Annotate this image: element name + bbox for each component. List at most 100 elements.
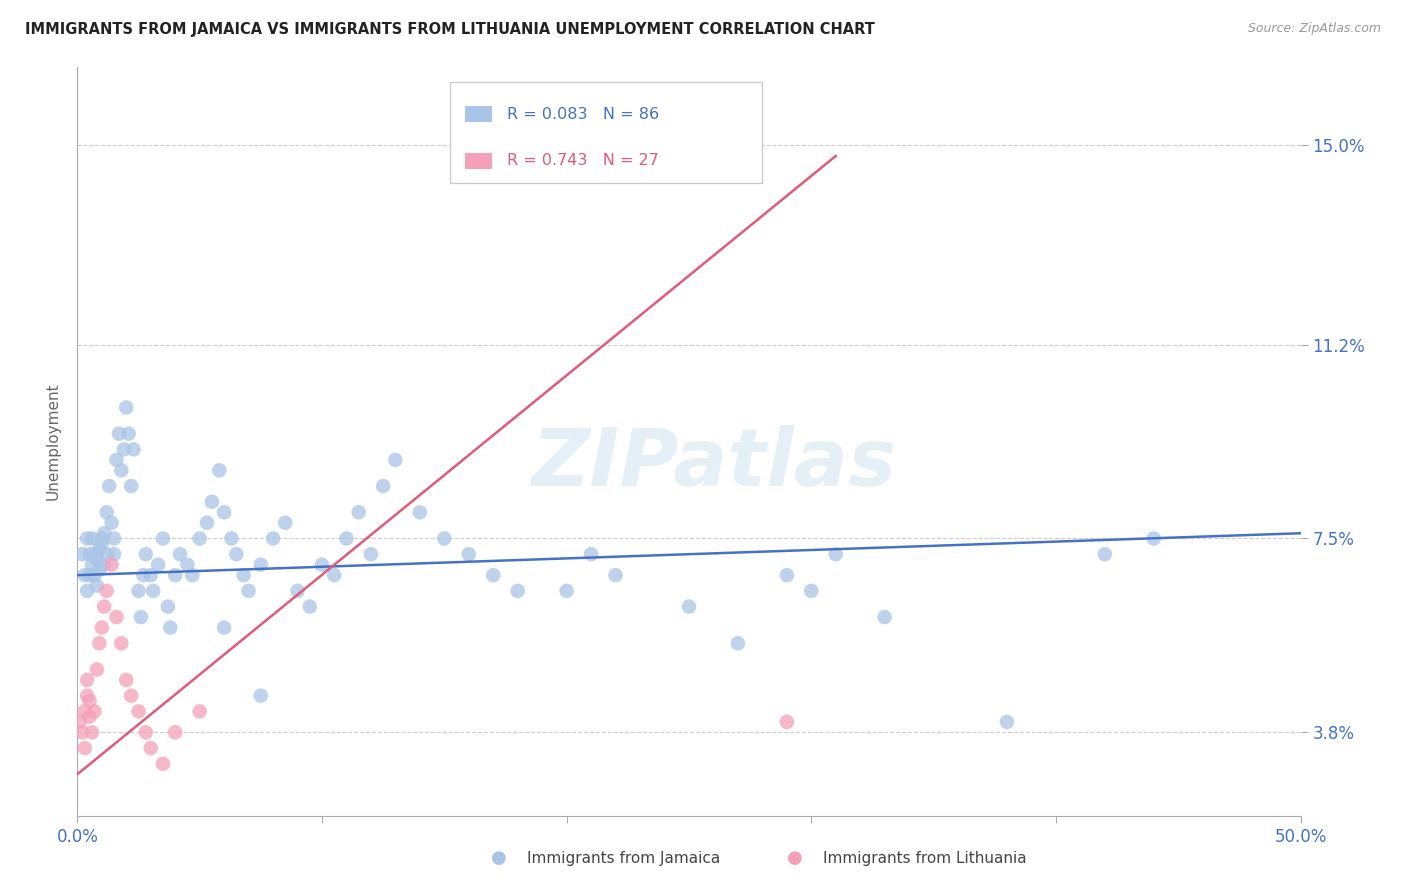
Point — [181, 568, 204, 582]
Point — [90, 537, 112, 551]
Text: Immigrants from Jamaica: Immigrants from Jamaica — [527, 851, 720, 865]
Text: ●: ● — [491, 849, 508, 867]
Point — [776, 714, 799, 729]
Point — [105, 610, 128, 624]
Point — [800, 583, 823, 598]
Point — [212, 621, 235, 635]
Point — [384, 453, 406, 467]
Point — [80, 558, 103, 572]
Point — [79, 709, 101, 723]
Point — [139, 568, 162, 582]
Point — [70, 547, 93, 561]
Y-axis label: Unemployment: Unemployment — [45, 383, 60, 500]
Point — [605, 568, 627, 582]
Point — [108, 426, 131, 441]
Point — [100, 558, 122, 572]
Point — [118, 426, 141, 441]
Point — [86, 552, 108, 566]
Point — [83, 705, 105, 719]
Text: ZIPatlas: ZIPatlas — [531, 425, 896, 503]
Point — [238, 583, 260, 598]
Point — [96, 547, 118, 561]
Point — [76, 673, 98, 687]
Point — [360, 547, 382, 561]
Point — [122, 442, 145, 457]
Point — [250, 689, 273, 703]
Point — [80, 532, 103, 546]
Point — [165, 568, 187, 582]
Point — [93, 526, 115, 541]
Point — [188, 532, 211, 546]
Point — [323, 568, 346, 582]
Point — [727, 636, 749, 650]
Point — [678, 599, 700, 614]
Point — [79, 694, 101, 708]
Text: R = 0.083   N = 86: R = 0.083 N = 86 — [506, 107, 659, 121]
FancyBboxPatch shape — [465, 153, 492, 169]
Point — [212, 505, 235, 519]
Point — [90, 532, 112, 546]
Point — [100, 516, 122, 530]
Point — [129, 610, 152, 624]
Text: Source: ZipAtlas.com: Source: ZipAtlas.com — [1247, 22, 1381, 36]
Point — [135, 725, 157, 739]
Point — [103, 532, 125, 546]
Point — [579, 547, 602, 561]
Point — [188, 705, 211, 719]
Point — [142, 583, 165, 598]
Point — [506, 583, 529, 598]
Point — [98, 479, 121, 493]
Point — [156, 599, 179, 614]
Point — [262, 532, 284, 546]
Point — [83, 568, 105, 582]
Point — [73, 568, 96, 582]
FancyBboxPatch shape — [450, 82, 762, 183]
Point — [311, 558, 333, 572]
Point — [274, 516, 297, 530]
Point — [103, 547, 125, 561]
Point — [76, 532, 98, 546]
Point — [232, 568, 254, 582]
Point — [824, 547, 846, 561]
Point — [250, 558, 273, 572]
Point — [433, 532, 456, 546]
Point — [139, 741, 162, 756]
Point — [776, 568, 799, 582]
Point — [76, 689, 98, 703]
Point — [873, 610, 896, 624]
Point — [120, 479, 142, 493]
Point — [76, 583, 98, 598]
Point — [115, 673, 138, 687]
Point — [79, 547, 101, 561]
Point — [83, 547, 105, 561]
Point — [89, 636, 111, 650]
Point — [457, 547, 479, 561]
Point — [79, 568, 101, 582]
Point — [555, 583, 578, 598]
Point — [208, 463, 231, 477]
FancyBboxPatch shape — [465, 106, 492, 122]
Point — [127, 583, 149, 598]
Point — [110, 636, 132, 650]
Point — [96, 505, 118, 519]
Point — [371, 479, 394, 493]
Point — [89, 563, 111, 577]
Point — [287, 583, 309, 598]
Text: ●: ● — [786, 849, 803, 867]
Text: Immigrants from Lithuania: Immigrants from Lithuania — [823, 851, 1026, 865]
Point — [165, 725, 187, 739]
Point — [221, 532, 243, 546]
Point — [90, 621, 112, 635]
Point — [146, 558, 169, 572]
Point — [201, 495, 224, 509]
Point — [70, 725, 93, 739]
Point — [169, 547, 191, 561]
Point — [995, 714, 1018, 729]
Point — [112, 442, 135, 457]
Point — [347, 505, 370, 519]
Point — [127, 705, 149, 719]
Point — [93, 599, 115, 614]
Point — [335, 532, 357, 546]
Point — [86, 663, 108, 677]
Point — [298, 599, 321, 614]
